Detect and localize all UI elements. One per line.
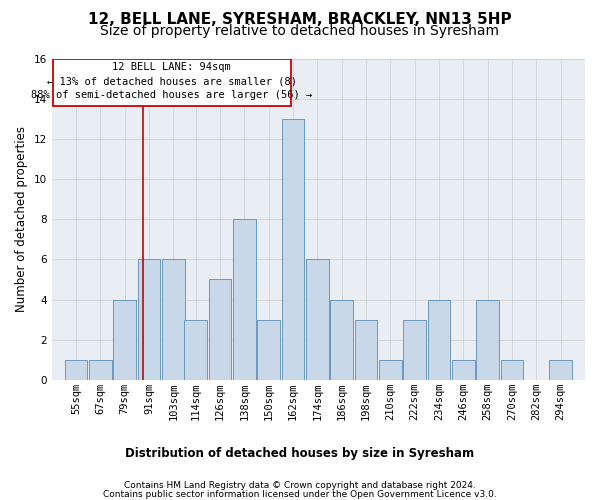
Bar (550, 360, 572, 380)
Bar (355, 320, 377, 380)
Bar (476, 300, 499, 380)
Bar (184, 320, 207, 380)
Bar (113, 300, 136, 380)
Bar (500, 360, 523, 380)
Bar (209, 280, 232, 380)
Y-axis label: Number of detached properties: Number of detached properties (15, 126, 28, 312)
Text: ← 13% of detached houses are smaller (8): ← 13% of detached houses are smaller (8) (47, 76, 297, 86)
Text: Size of property relative to detached houses in Syresham: Size of property relative to detached ho… (101, 24, 499, 38)
Bar (281, 119, 304, 380)
Text: 12 BELL LANE: 94sqm: 12 BELL LANE: 94sqm (112, 62, 231, 72)
Text: Distribution of detached houses by size in Syresham: Distribution of detached houses by size … (125, 448, 475, 460)
Bar (379, 360, 401, 380)
Bar (162, 260, 185, 380)
Bar (137, 260, 160, 380)
Bar (330, 300, 353, 380)
Bar (452, 360, 475, 380)
Text: Contains HM Land Registry data © Crown copyright and database right 2024.: Contains HM Land Registry data © Crown c… (124, 481, 476, 490)
Bar (428, 300, 451, 380)
Text: 88% of semi-detached houses are larger (56) →: 88% of semi-detached houses are larger (… (31, 90, 313, 101)
Bar (257, 320, 280, 380)
Bar (233, 220, 256, 380)
Bar (306, 260, 329, 380)
Text: 12, BELL LANE, SYRESHAM, BRACKLEY, NN13 5HP: 12, BELL LANE, SYRESHAM, BRACKLEY, NN13 … (88, 12, 512, 28)
Bar (65, 360, 88, 380)
Text: Contains public sector information licensed under the Open Government Licence v3: Contains public sector information licen… (103, 490, 497, 499)
Bar (89, 360, 112, 380)
Bar (403, 320, 426, 380)
Bar (53, 59, 291, 106)
